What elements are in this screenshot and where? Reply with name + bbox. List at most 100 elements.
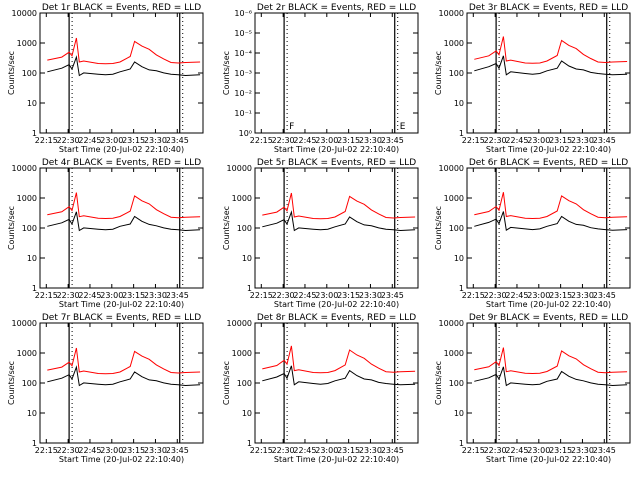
chart-title: Det 1r BLACK = Events, RED = LLD [42, 3, 201, 13]
plot-frame [39, 12, 204, 134]
x-tick-label: 22:45 [78, 136, 101, 145]
y-tick-label: 10 [454, 99, 464, 108]
x-tick-label: 23:00 [100, 446, 123, 455]
y-tick-label: 1000 [444, 349, 464, 358]
y-tick-label: 100 [22, 224, 37, 233]
x-tick-label: 23:30 [359, 446, 382, 455]
y-tick-label: 10000 [227, 319, 252, 328]
x-tick-label: 22:45 [505, 291, 528, 300]
x-tick-label: 22:30 [272, 291, 295, 300]
x-tick-label: 22:15 [250, 291, 273, 300]
y-tick-label: 10⁻⁴ [234, 49, 252, 58]
x-tick-label: 23:45 [593, 446, 616, 455]
x-tick-label: 22:45 [505, 136, 528, 145]
series-line-lld [47, 192, 201, 220]
x-axis-label: Start Time (20-Jul-02 22:10:40) [59, 300, 184, 309]
y-tick-label: 1 [247, 439, 252, 448]
x-tick-label: 22:15 [250, 446, 273, 455]
chart-title: Det 6r BLACK = Events, RED = LLD [469, 158, 628, 168]
y-tick-label: 1000 [444, 39, 464, 48]
chart-panel-det9: Det 9r BLACK = Events, RED = LLD 1 10 100 10… [434, 313, 631, 464]
y-tick-label: 1000 [232, 194, 252, 203]
x-tick-label: 23:00 [527, 446, 550, 455]
x-tick-label: 23:45 [593, 291, 616, 300]
series-line-lld [474, 36, 628, 64]
y-tick-label: 1000 [17, 194, 37, 203]
series-line-lld [474, 347, 628, 375]
x-tick-label: 23:45 [381, 136, 404, 145]
x-tick-label: 22:15 [462, 291, 485, 300]
y-tick-label: 100 [449, 69, 464, 78]
y-axis-label: Counts/sec [7, 51, 16, 95]
y-tick-label: 100 [237, 379, 252, 388]
x-axis-label: Start Time (20-Jul-02 22:10:40) [486, 145, 611, 154]
chart-panel-det2: Det 2r BLACK = Events, RED = LLD 10⁰ 10⁻¹ 1… [222, 3, 419, 154]
x-tick-label: 22:45 [293, 446, 316, 455]
marker-label: F [289, 122, 294, 132]
x-tick-label: 23:45 [166, 291, 189, 300]
y-axis-label: Counts/sec [222, 206, 231, 250]
y-tick-label: 10000 [439, 164, 464, 173]
y-tick-label: 1 [247, 284, 252, 293]
y-tick-label: 1 [32, 129, 37, 138]
series-line-lld [474, 192, 628, 220]
plot-frame [466, 322, 631, 444]
y-tick-label: 100 [449, 224, 464, 233]
y-tick-label: 100 [22, 379, 37, 388]
x-tick-label: 22:15 [250, 136, 273, 145]
x-tick-label: 23:30 [571, 291, 594, 300]
y-tick-label: 1 [459, 284, 464, 293]
x-tick-label: 22:45 [293, 136, 316, 145]
x-tick-label: 23:00 [527, 291, 550, 300]
x-tick-label: 23:30 [144, 446, 167, 455]
y-tick-label: 10000 [227, 164, 252, 173]
chart-title: Det 7r BLACK = Events, RED = LLD [42, 313, 201, 323]
series-line-lld [262, 345, 416, 374]
x-tick-label: 22:30 [57, 446, 80, 455]
x-tick-label: 22:30 [272, 136, 295, 145]
chart-panel-det5: Det 5r BLACK = Events, RED = LLD 1 10 100 10… [222, 158, 419, 309]
y-tick-label: 10000 [12, 9, 37, 18]
plot-frame [466, 12, 631, 134]
x-axis-label: Start Time (20-Jul-02 22:10:40) [486, 455, 611, 464]
chart-title: Det 3r BLACK = Events, RED = LLD [469, 3, 628, 13]
chart-panel-det1: Det 1r BLACK = Events, RED = LLD 1 10 100 10… [7, 3, 204, 154]
y-tick-label: 10 [27, 99, 37, 108]
chart-panel-det6: Det 6r BLACK = Events, RED = LLD 1 10 100 10… [434, 158, 631, 309]
y-tick-label: 1 [459, 439, 464, 448]
y-tick-label: 1 [32, 284, 37, 293]
x-tick-label: 23:45 [166, 136, 189, 145]
y-tick-label: 1 [32, 439, 37, 448]
x-tick-label: 23:00 [527, 136, 550, 145]
chart-panel-det3: Det 3r BLACK = Events, RED = LLD 1 10 100 10… [434, 3, 631, 154]
series-line-events [47, 365, 201, 387]
plot-frame [254, 322, 419, 444]
series-line-events [262, 365, 416, 386]
y-tick-label: 10 [454, 409, 464, 418]
x-tick-label: 23:15 [549, 446, 572, 455]
y-axis-label: Counts/sec [434, 361, 443, 405]
x-tick-label: 22:15 [462, 136, 485, 145]
chart-panel-det7: Det 7r BLACK = Events, RED = LLD 1 10 100 10… [7, 313, 204, 464]
x-tick-label: 23:00 [100, 136, 123, 145]
y-tick-label: 1 [459, 129, 464, 138]
x-tick-label: 22:15 [35, 291, 58, 300]
y-tick-label: 10 [27, 409, 37, 418]
x-tick-label: 23:15 [337, 446, 360, 455]
y-tick-label: 10⁻¹ [234, 109, 252, 118]
x-tick-label: 23:45 [381, 446, 404, 455]
x-tick-label: 22:15 [35, 136, 58, 145]
x-tick-label: 23:15 [337, 136, 360, 145]
series-line-events [47, 55, 201, 77]
y-tick-label: 10⁻⁵ [234, 29, 252, 38]
y-tick-label: 100 [22, 69, 37, 78]
x-tick-label: 23:15 [122, 446, 145, 455]
x-tick-label: 22:30 [57, 136, 80, 145]
series-line-events [262, 210, 416, 232]
y-tick-label: 10000 [12, 164, 37, 173]
x-axis-label: Start Time (20-Jul-02 22:10:40) [59, 455, 184, 464]
x-tick-label: 23:30 [359, 136, 382, 145]
chart-panel-det8: Det 8r BLACK = Events, RED = LLD 1 10 100 10… [222, 313, 419, 464]
x-tick-label: 23:30 [144, 291, 167, 300]
